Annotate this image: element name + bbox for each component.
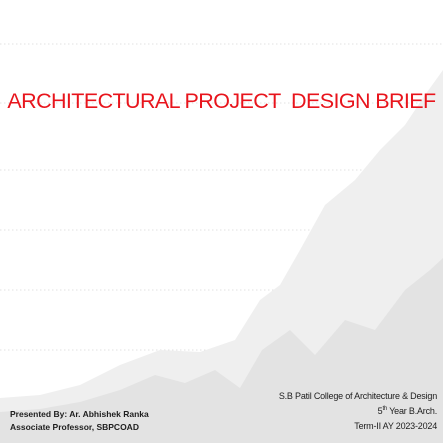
year-suffix: th — [382, 406, 388, 412]
year-number: 5 — [377, 406, 383, 416]
year-rest: Year B.Arch. — [387, 406, 437, 416]
academic-year: 5th Year B.Arch. — [279, 404, 438, 419]
presenter-name: Presented By: Ar. Abhishek Ranka — [10, 409, 149, 419]
term-label: Term-II AY 2023-2024 — [354, 421, 437, 431]
presenter-block: Presented By: Ar. Abhishek Ranka Associa… — [10, 408, 149, 434]
presenter-role: Associate Professor, SBPCOAD — [10, 422, 139, 432]
slide-title: ARCHITECTURAL PROJECT DESIGN BRIEF — [7, 89, 436, 113]
background-area-dark — [0, 258, 443, 443]
institution-block: S.B Patil College of Architecture & Desi… — [279, 389, 437, 434]
college-name: S.B Patil College of Architecture & Desi… — [278, 391, 437, 401]
